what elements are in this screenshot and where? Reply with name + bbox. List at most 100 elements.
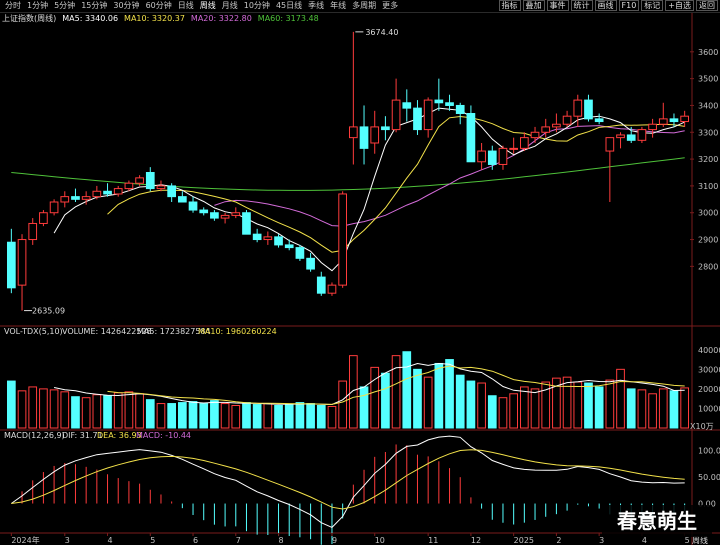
period-tab-0[interactable]: 分时: [5, 1, 21, 10]
candle-body-14: [156, 185, 166, 190]
period-tab-8[interactable]: 月线: [221, 1, 238, 10]
volume-bar-28: [306, 403, 315, 429]
volume-bar-5: [60, 391, 70, 429]
tool-buttons: 指标 叠加 事件 统计 画线 F10 标记 +自选 返回: [497, 0, 718, 11]
volume-bar-34: [370, 366, 380, 429]
candle-body-63: [680, 115, 690, 123]
volume-bar-59: [637, 389, 647, 429]
macd-dea-line: [11, 449, 685, 510]
candle-body-47: [509, 147, 519, 150]
ma5-line: [53, 107, 685, 272]
high-annotation: 3674.40: [365, 28, 398, 37]
volume-bar-52: [562, 376, 572, 429]
volume-bar-57: [616, 368, 625, 429]
tool-button-5[interactable]: F10: [618, 0, 640, 11]
volume-bar-8: [92, 394, 102, 429]
period-tab-14[interactable]: 更多: [382, 1, 399, 10]
macd-tick-2: 0.00: [698, 500, 716, 509]
tool-button-6[interactable]: 标记: [641, 0, 664, 11]
candle-body-49: [530, 131, 540, 139]
candle-body-58: [626, 134, 636, 141]
volume-bar-18: [199, 403, 209, 429]
period-tab-6[interactable]: 日线: [177, 1, 194, 10]
bottom-period-label: 周线: [692, 535, 708, 545]
ma5-label: MA5: 3340.06: [62, 14, 119, 23]
volume-bar-49: [530, 388, 540, 429]
candle-body-40: [434, 99, 444, 104]
candle-body-5: [60, 196, 70, 203]
ma60-label: MA60: 3173.48: [257, 14, 319, 23]
volume-bar-56: [605, 379, 615, 429]
period-tab-5[interactable]: 60分钟: [145, 1, 172, 10]
volume-bar-22: [242, 402, 251, 429]
date-label-14: 4: [642, 536, 647, 545]
candle-body-45: [487, 150, 497, 165]
candle-body-46: [498, 147, 508, 165]
vol-tick-3: 10000: [698, 404, 720, 413]
vol-ma10-line: [107, 365, 685, 405]
tool-button-4[interactable]: 画线: [594, 0, 617, 11]
macd-header-macd: MACD: -10.44: [136, 431, 191, 440]
period-tab-3[interactable]: 15分钟: [81, 1, 108, 10]
tool-button-2[interactable]: 事件: [546, 0, 569, 11]
vol-header-volume: VOLUME: 1426422528: [62, 327, 152, 336]
volume-bar-41: [445, 359, 454, 429]
period-tab-1[interactable]: 1分钟: [27, 1, 49, 10]
volume-bar-29: [316, 405, 326, 429]
vol-tick-0: 40000: [698, 346, 720, 355]
chart-title: 上证指数(周线): [2, 14, 57, 23]
tool-button-8[interactable]: 返回: [696, 0, 718, 11]
tool-button-1[interactable]: 叠加: [522, 0, 545, 11]
candle-body-26: [284, 244, 294, 249]
candle-body-33: [359, 126, 369, 149]
period-tab-11[interactable]: 季线: [308, 1, 325, 10]
candle-body-28: [306, 257, 315, 270]
macd-header-dea: DEA: 36.93: [97, 431, 142, 440]
period-tab-2[interactable]: 5分钟: [54, 1, 76, 10]
volume-bar-51: [552, 377, 561, 429]
candle-body-48: [519, 137, 529, 149]
candle-body-29: [316, 276, 326, 294]
tool-button-7[interactable]: +自选: [665, 0, 694, 11]
volume-bar-58: [626, 388, 636, 429]
volume-bar-44: [477, 382, 486, 429]
period-tab-10[interactable]: 45日线: [275, 1, 303, 10]
volume-bar-3: [39, 388, 48, 429]
volume-bar-63: [680, 387, 690, 429]
candle-body-15: [167, 185, 177, 198]
date-label-6: 8: [279, 536, 284, 545]
period-tab-7[interactable]: 周线: [199, 1, 216, 10]
price-tick-0: 3600: [698, 48, 718, 57]
period-tab-9[interactable]: 10分钟: [243, 1, 270, 10]
candle-body-16: [177, 196, 187, 203]
price-tick-8: 2800: [698, 262, 718, 271]
vol-header-name: VOL-TDX(5,10): [4, 327, 63, 336]
volume-bar-53: [573, 381, 583, 429]
volume-bar-30: [327, 405, 337, 429]
candle-body-62: [669, 118, 679, 123]
date-label-11: 2025: [514, 536, 534, 545]
tool-button-3[interactable]: 统计: [570, 0, 593, 11]
low-annotation: 2635.09: [32, 307, 65, 316]
date-label-12: 2: [556, 536, 561, 545]
macd-header-name: MACD(12,26,9): [4, 431, 65, 440]
candle-body-53: [573, 99, 583, 117]
candle-body-44: [477, 150, 486, 163]
ma20-label: MA20: 3322.80: [190, 14, 252, 23]
volume-bar-36: [391, 355, 401, 429]
candle-body-37: [402, 102, 412, 109]
period-tab-13[interactable]: 多周期: [352, 1, 377, 10]
volume-bar-62: [669, 390, 679, 429]
candle-body-1: [17, 239, 27, 286]
period-tab-12[interactable]: 年线: [330, 1, 347, 10]
volume-bar-12: [135, 393, 144, 429]
period-tab-4[interactable]: 30分钟: [113, 1, 140, 10]
tool-button-0[interactable]: 指标: [498, 0, 521, 11]
candle-body-38: [413, 107, 422, 131]
volume-bar-14: [156, 403, 166, 429]
volume-bar-40: [434, 362, 444, 429]
volume-bar-48: [519, 386, 529, 429]
candle-body-42: [455, 104, 465, 114]
candle-body-22: [242, 212, 251, 235]
